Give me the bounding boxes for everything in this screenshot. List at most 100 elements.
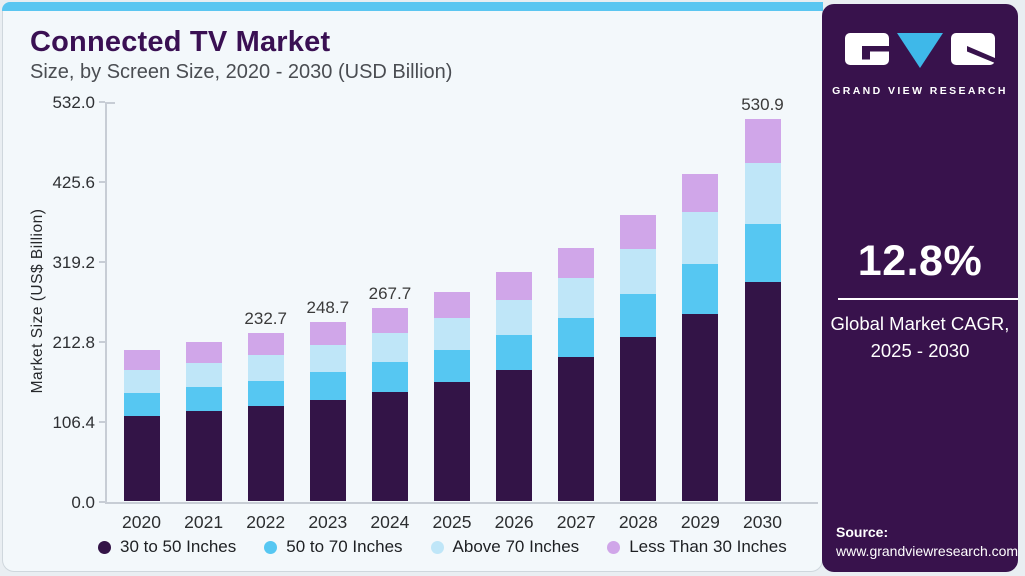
x-tick-label: 2024	[370, 512, 410, 532]
bar-segment	[247, 333, 284, 356]
bar-stack-2023	[309, 321, 346, 501]
bar-segment	[309, 399, 346, 501]
bar-segment	[309, 345, 346, 373]
y-tick-label: 532.0	[52, 93, 95, 112]
bar-stack-2022	[247, 333, 284, 501]
bar-segment	[496, 299, 533, 336]
x-tick-label: 2025	[432, 512, 472, 532]
legend-item: 50 to 70 Inches	[264, 537, 403, 557]
y-tick-label: 212.8	[52, 333, 95, 352]
bar-total-label: 267.7	[368, 284, 412, 304]
top-accent-strip	[2, 2, 823, 11]
x-tick-label: 2021	[184, 512, 224, 532]
cagr-value: 12.8%	[857, 237, 983, 285]
x-tick-label: 2030	[743, 512, 782, 532]
bar-segment	[496, 370, 533, 501]
source-url[interactable]: www.grandviewresearch.com	[836, 543, 1019, 559]
legend-dot-icon	[430, 540, 444, 554]
y-tick	[99, 101, 105, 103]
bar-segment	[744, 118, 781, 163]
legend-item: 30 to 50 Inches	[98, 537, 236, 557]
bar-segment	[123, 349, 160, 371]
bar-segment	[744, 223, 781, 282]
y-axis-title: Market Size (US$ Billion)	[29, 208, 46, 394]
x-axis-line	[105, 502, 818, 504]
x-tick-label: 2028	[618, 512, 658, 532]
bar-stack-2026	[496, 271, 533, 501]
bar-stack-2029	[682, 173, 719, 501]
bar-segment	[620, 214, 657, 249]
legend-item-label: 30 to 50 Inches	[120, 537, 237, 556]
source-label: Source:	[836, 524, 889, 540]
bar-stack-2024	[371, 308, 408, 501]
gvr-logo-icon	[845, 33, 995, 68]
bar-segment	[682, 211, 719, 264]
bar-segment	[744, 281, 781, 501]
y-tick	[99, 421, 105, 423]
y-tick-label: 106.4	[52, 413, 95, 432]
y-tick-label: 425.6	[52, 173, 95, 192]
y-axis-line	[105, 102, 107, 502]
x-tick-label: 2027	[556, 512, 596, 532]
legend-item-label: 50 to 70 Inches	[286, 537, 403, 556]
bar-total-label: 530.9	[741, 94, 784, 114]
bar-segment	[123, 392, 160, 416]
y-tick	[99, 501, 105, 503]
bar-segment	[496, 271, 533, 300]
bar-segment	[620, 248, 657, 294]
bar-segment	[558, 318, 595, 357]
legend-item-label: Above 70 Inches	[452, 537, 580, 556]
bar-segment	[496, 335, 533, 371]
cagr-block: 12.8% Global Market CAGR, 2025 - 2030	[822, 237, 1018, 364]
brand-name: GRAND VIEW RESEARCH	[832, 85, 1008, 97]
bar-stack-2021	[185, 342, 222, 501]
legend-item-label: Less Than 30 Inches	[629, 537, 787, 556]
bar-segment	[371, 391, 408, 501]
bar-total-label: 248.7	[306, 297, 350, 317]
bar-stack-2030	[744, 118, 781, 501]
legend: 30 to 50 Inches 50 to 70 Inches Above 70 I…	[98, 537, 787, 557]
bar-segment	[247, 355, 284, 381]
bar-segment	[185, 342, 222, 364]
cagr-caption-line1: Global Market CAGR,	[830, 313, 1010, 334]
bar-stack-2020	[123, 349, 160, 501]
x-tick-label: 2020	[122, 512, 161, 532]
bar-segment	[247, 406, 284, 501]
x-tick-label: 2026	[494, 512, 534, 532]
bar-segment	[123, 370, 160, 393]
bar-segment	[371, 332, 408, 363]
bar-segment	[434, 317, 470, 350]
plot-area: 0.0 106.4 212.8 319.2 425.6 532.0 2020 2021 232.…	[52, 93, 818, 532]
logo-g-tile	[845, 33, 889, 65]
legend-item: Above 70 Inches	[430, 537, 580, 557]
page-title: Connected TV Market	[30, 26, 331, 58]
bar-stack-2028	[620, 214, 657, 501]
y-tick	[99, 181, 105, 183]
y-tick	[99, 261, 105, 263]
sidebar: GRAND VIEW RESEARCH 12.8% Global Market …	[822, 4, 1018, 572]
bar-segment	[434, 381, 470, 501]
bar-segment	[185, 363, 222, 387]
legend-dot-icon	[607, 540, 621, 554]
bar-segment	[682, 173, 719, 212]
legend-dot-icon	[98, 540, 111, 554]
cagr-divider	[838, 298, 1018, 300]
bar-segment	[620, 293, 657, 338]
logo-triangle-icon	[897, 33, 943, 68]
legend-item: Less Than 30 Inches	[607, 537, 787, 557]
bar-segment	[434, 291, 470, 318]
bar-segment	[309, 372, 346, 400]
bar-segment	[620, 337, 657, 501]
page-subtitle: Size, by Screen Size, 2020 - 2030 (USD B…	[30, 61, 453, 83]
bar-segment	[744, 162, 781, 224]
bar-segment	[371, 308, 408, 333]
bar-stack-2025	[434, 291, 470, 501]
bar-segment	[185, 411, 222, 501]
bar-segment	[682, 263, 719, 314]
y-axis-top-cap	[105, 102, 115, 104]
bar-segment	[558, 278, 595, 319]
bar-segment	[558, 247, 595, 279]
y-tick-label: 319.2	[52, 253, 95, 272]
bar-segment	[371, 362, 408, 392]
